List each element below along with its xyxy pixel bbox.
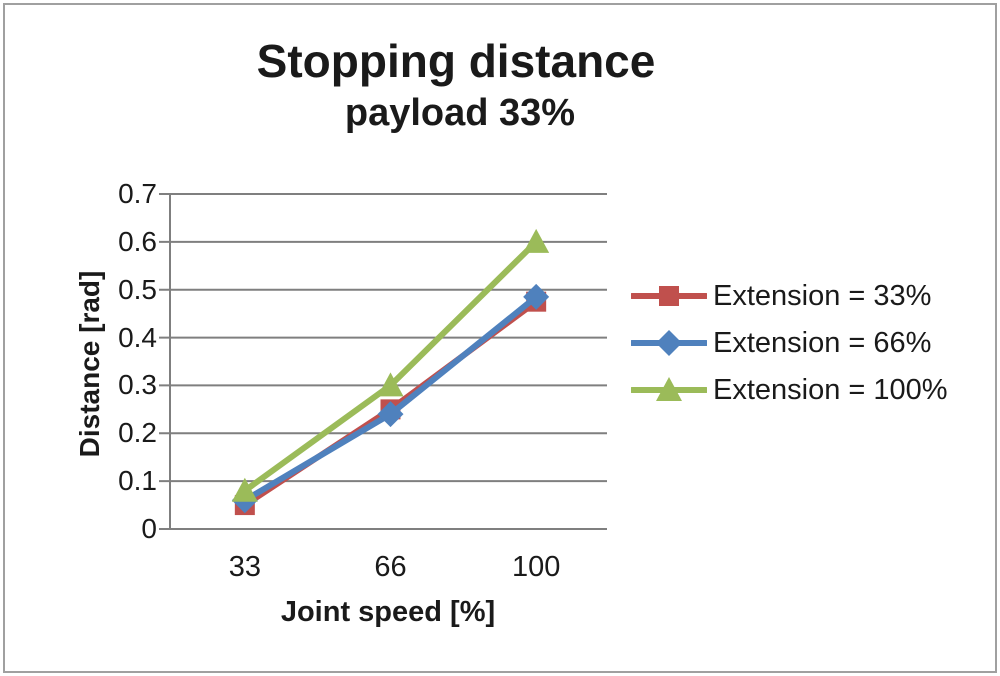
y-tick-label: 0: [141, 513, 157, 544]
chart-subtitle: payload 33%: [344, 92, 576, 134]
legend-diamond-icon: [656, 330, 682, 356]
legend-label: Extension = 100%: [713, 373, 948, 406]
series-1-diamond-marker: [377, 401, 404, 428]
y-tick-label: 0.6: [118, 225, 157, 257]
series-2-triangle-marker: [523, 228, 550, 253]
legend-label: Extension = 33%: [713, 279, 932, 312]
y-tick-label: 0.2: [118, 417, 157, 449]
y-tick-label: 0.3: [118, 369, 157, 401]
y-tick-label: 0.7: [118, 178, 157, 209]
legend-marker-square: [631, 286, 707, 306]
legend-item: Extension = 100%: [631, 373, 948, 406]
legend-marker-diamond: [631, 330, 707, 356]
x-axis-title: Joint speed [%]: [280, 596, 496, 628]
chart-title: Stopping distance: [256, 35, 656, 87]
legend-triangle-icon: [656, 377, 682, 401]
legend-marker-triangle: [631, 377, 707, 401]
x-tick-label: 66: [374, 551, 407, 583]
legend-label: Extension = 66%: [713, 326, 932, 359]
series-2-triangle-marker: [377, 372, 404, 397]
y-tick-label: 0.1: [118, 465, 157, 497]
legend-square-icon: [659, 286, 679, 306]
x-tick-label: 33: [228, 551, 261, 583]
series-1-diamond-marker: [523, 283, 550, 310]
x-tick-label: 100: [511, 551, 561, 583]
legend: Extension = 33% Extension = 66% Extension …: [631, 279, 948, 406]
series-line-1: [241, 293, 540, 504]
legend-item: Extension = 33%: [631, 279, 948, 312]
series-line-2: [241, 238, 540, 494]
y-tick-label: 0.5: [118, 273, 157, 305]
legend-item: Extension = 66%: [631, 326, 948, 359]
series-2-triangle-marker: [231, 477, 258, 502]
y-tick-label: 0.4: [118, 321, 157, 353]
